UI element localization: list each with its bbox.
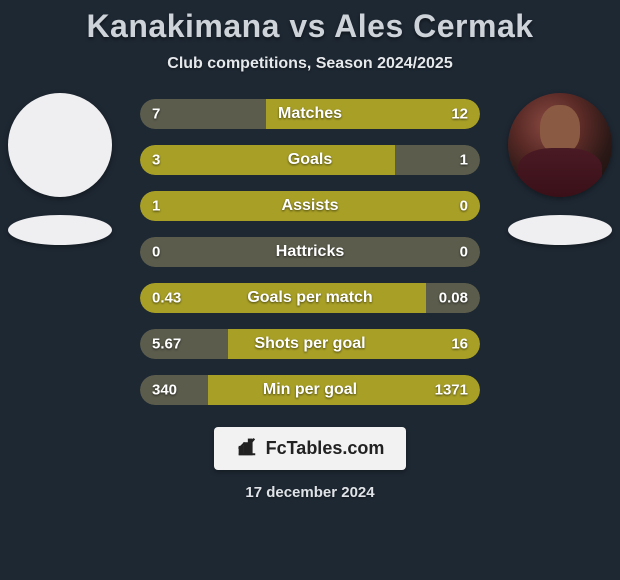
stat-label: Assists — [282, 197, 339, 215]
stat-bar: 0.43 Goals per match 0.08 — [140, 283, 480, 313]
stat-bar: 5.67 Shots per goal 16 — [140, 329, 480, 359]
player-right-column — [508, 93, 612, 245]
player-left-avatar — [8, 93, 112, 197]
page-title: Kanakimana vs Ales Cermak — [0, 0, 620, 45]
stat-value-right: 1 — [460, 152, 468, 169]
stat-label: Matches — [278, 105, 342, 123]
player-right-badge — [508, 215, 612, 245]
page-subtitle: Club competitions, Season 2024/2025 — [0, 55, 620, 73]
stat-value-left: 0 — [152, 244, 160, 261]
stat-bars: 7 Matches 12 3 Goals 1 1 Assists 0 0 Hattricks 0 0.4… — [140, 93, 480, 405]
footer: FcTables.com 17 december 2024 — [0, 427, 620, 501]
stat-label: Min per goal — [263, 381, 357, 399]
stat-value-left: 5.67 — [152, 336, 181, 353]
stat-label: Hattricks — [276, 243, 344, 261]
stat-value-right: 0 — [460, 198, 468, 215]
date-text: 17 december 2024 — [245, 484, 374, 501]
stat-bar: 7 Matches 12 — [140, 99, 480, 129]
brand-link[interactable]: FcTables.com — [214, 427, 407, 470]
stat-value-right: 0 — [460, 244, 468, 261]
brand-text: FcTables.com — [266, 438, 385, 459]
stat-bar: 1 Assists 0 — [140, 191, 480, 221]
player-right-avatar — [508, 93, 612, 197]
player-left-column — [8, 93, 112, 245]
stat-fill-left — [140, 145, 395, 175]
stat-label: Shots per goal — [254, 335, 365, 353]
stat-value-left: 3 — [152, 152, 160, 169]
stat-value-right: 1371 — [435, 382, 468, 399]
stat-label: Goals per match — [247, 289, 372, 307]
stat-value-right: 12 — [451, 106, 468, 123]
comparison-panel: 7 Matches 12 3 Goals 1 1 Assists 0 0 Hattricks 0 0.4… — [0, 93, 620, 405]
stat-bar: 340 Min per goal 1371 — [140, 375, 480, 405]
stat-value-left: 340 — [152, 382, 177, 399]
stat-value-left: 7 — [152, 106, 160, 123]
stat-bar: 0 Hattricks 0 — [140, 237, 480, 267]
chart-icon — [236, 435, 258, 462]
stat-label: Goals — [288, 151, 332, 169]
player-left-badge — [8, 215, 112, 245]
stat-bar: 3 Goals 1 — [140, 145, 480, 175]
stat-value-left: 0.43 — [152, 290, 181, 307]
stat-value-right: 0.08 — [439, 290, 468, 307]
stat-value-right: 16 — [451, 336, 468, 353]
stat-value-left: 1 — [152, 198, 160, 215]
